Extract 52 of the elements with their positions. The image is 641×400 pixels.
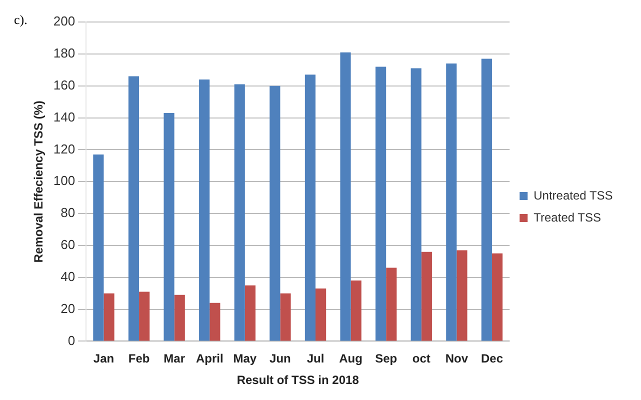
bar xyxy=(174,294,185,341)
bar xyxy=(104,293,114,341)
x-axis-title: Result of TSS in 2018 xyxy=(236,373,360,388)
y-tick-label: 120 xyxy=(53,141,76,156)
bar xyxy=(340,52,351,341)
y-tick-label: 100 xyxy=(53,173,76,188)
x-tick-label: May xyxy=(233,352,257,366)
bar xyxy=(492,253,503,341)
x-tick-label: Jan xyxy=(93,352,114,366)
y-tick-label: 180 xyxy=(53,46,76,60)
bar xyxy=(304,74,316,341)
y-axis-title: Removal Effeciency TSS (%) xyxy=(32,100,46,263)
bar xyxy=(234,84,245,341)
x-tick-label: Feb xyxy=(128,352,150,366)
bar xyxy=(316,288,326,341)
bar xyxy=(456,250,468,341)
bar xyxy=(376,66,386,341)
bar xyxy=(386,268,397,341)
y-tick-label: 0 xyxy=(68,332,76,348)
y-tick-label: 160 xyxy=(53,77,76,92)
x-tick-label: Aug xyxy=(339,352,362,366)
bar xyxy=(410,68,422,341)
x-tick-label: oct xyxy=(412,352,430,366)
x-tick-label: Mar xyxy=(164,352,186,366)
y-tick-label: 140 xyxy=(53,109,76,124)
bar xyxy=(139,292,150,341)
bar xyxy=(350,280,362,341)
bar xyxy=(280,293,291,341)
bar xyxy=(270,86,280,341)
bar xyxy=(199,79,210,341)
bar xyxy=(93,154,104,341)
x-tick-label: Jul xyxy=(306,352,324,366)
text: c). xyxy=(14,12,28,27)
bar xyxy=(244,285,256,341)
x-tick-label: Dec xyxy=(480,352,504,366)
y-tick-label: 20 xyxy=(60,300,76,316)
bar xyxy=(164,112,174,341)
x-tick-label: Nov xyxy=(445,352,468,366)
bar xyxy=(446,63,457,341)
bar xyxy=(421,252,432,341)
bar xyxy=(210,302,220,341)
y-tick-label: 200 xyxy=(53,14,76,29)
bar xyxy=(481,58,492,341)
x-tick-label: Sep xyxy=(375,352,398,366)
y-tick-label: 60 xyxy=(60,237,76,252)
legend-label: Treated TSS xyxy=(534,210,602,224)
x-tick-label: April xyxy=(196,352,224,366)
y-tick-label: 40 xyxy=(60,268,76,284)
y-tick-label: 80 xyxy=(60,205,76,220)
bar xyxy=(128,76,140,341)
legend-label: Untreated TSS xyxy=(534,188,613,202)
x-tick-label: Jun xyxy=(270,352,291,366)
